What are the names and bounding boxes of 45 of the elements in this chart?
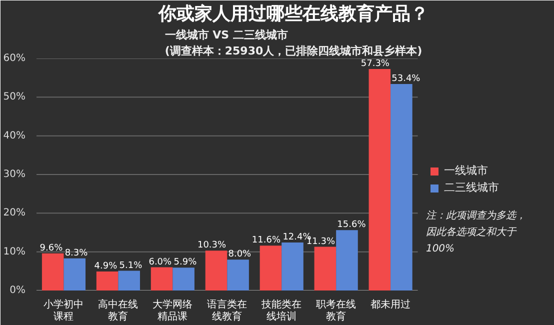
data-label: 57.3% [360, 58, 390, 69]
bar [118, 270, 140, 290]
text: 注：此项调查为多选，因此各选项之和大于100% [426, 210, 526, 254]
chart-title: 你或家人用过哪些在线教育产品？ [158, 2, 428, 24]
y-tick-label: 30% [3, 169, 26, 180]
bar [314, 246, 336, 290]
x-tick-label: 大学网络精品课 [152, 298, 193, 323]
data-label: 8.0% [228, 250, 252, 260]
data-label: 8.3% [64, 248, 88, 258]
bar [172, 268, 194, 290]
bar [96, 272, 118, 290]
data-label: 6.0% [148, 257, 172, 268]
bar [336, 230, 358, 290]
chart-subtitle: 一线城市 VS 二三线城市 (调查样本：25930人，已排除四线城市和县乡样本) [164, 28, 422, 58]
data-label: 11.6% [252, 236, 281, 246]
x-tick-label: 小学初中课程 [44, 298, 84, 323]
bar [282, 242, 304, 290]
y-tick-label: 50% [3, 92, 26, 103]
data-label: 5.9% [174, 258, 198, 268]
bar [227, 260, 249, 290]
data-label: 9.6% [40, 243, 64, 254]
x-tick-label: 高中在线教育 [98, 298, 138, 323]
data-label: 4.9% [94, 262, 118, 272]
data-label: 15.6% [337, 220, 366, 230]
legend-label: 一线城市 [444, 163, 488, 178]
bar [205, 250, 228, 290]
data-label: 53.4% [392, 74, 421, 84]
y-tick-label: 0% [10, 285, 26, 296]
bar [260, 246, 282, 290]
bar [150, 267, 173, 290]
bar [368, 68, 391, 290]
legend-label: 二三线城市 [444, 180, 499, 195]
x-tick-label: 语言类在线教育 [207, 298, 248, 323]
y-tick-label: 10% [3, 246, 26, 258]
bar [64, 258, 86, 290]
x-tick-label: 技能类在线培训 [260, 298, 302, 323]
x-tick-label: 都未用过 [370, 298, 411, 310]
bar [390, 84, 412, 290]
y-tick-label: 60% [3, 53, 26, 64]
data-label: 10.3% [197, 240, 227, 251]
data-label: 5.1% [119, 260, 143, 271]
y-tick-label: 40% [3, 130, 26, 142]
bar [42, 253, 64, 290]
x-tick-label: 职考在线教育 [316, 298, 356, 323]
y-tick-label: 20% [3, 208, 26, 219]
